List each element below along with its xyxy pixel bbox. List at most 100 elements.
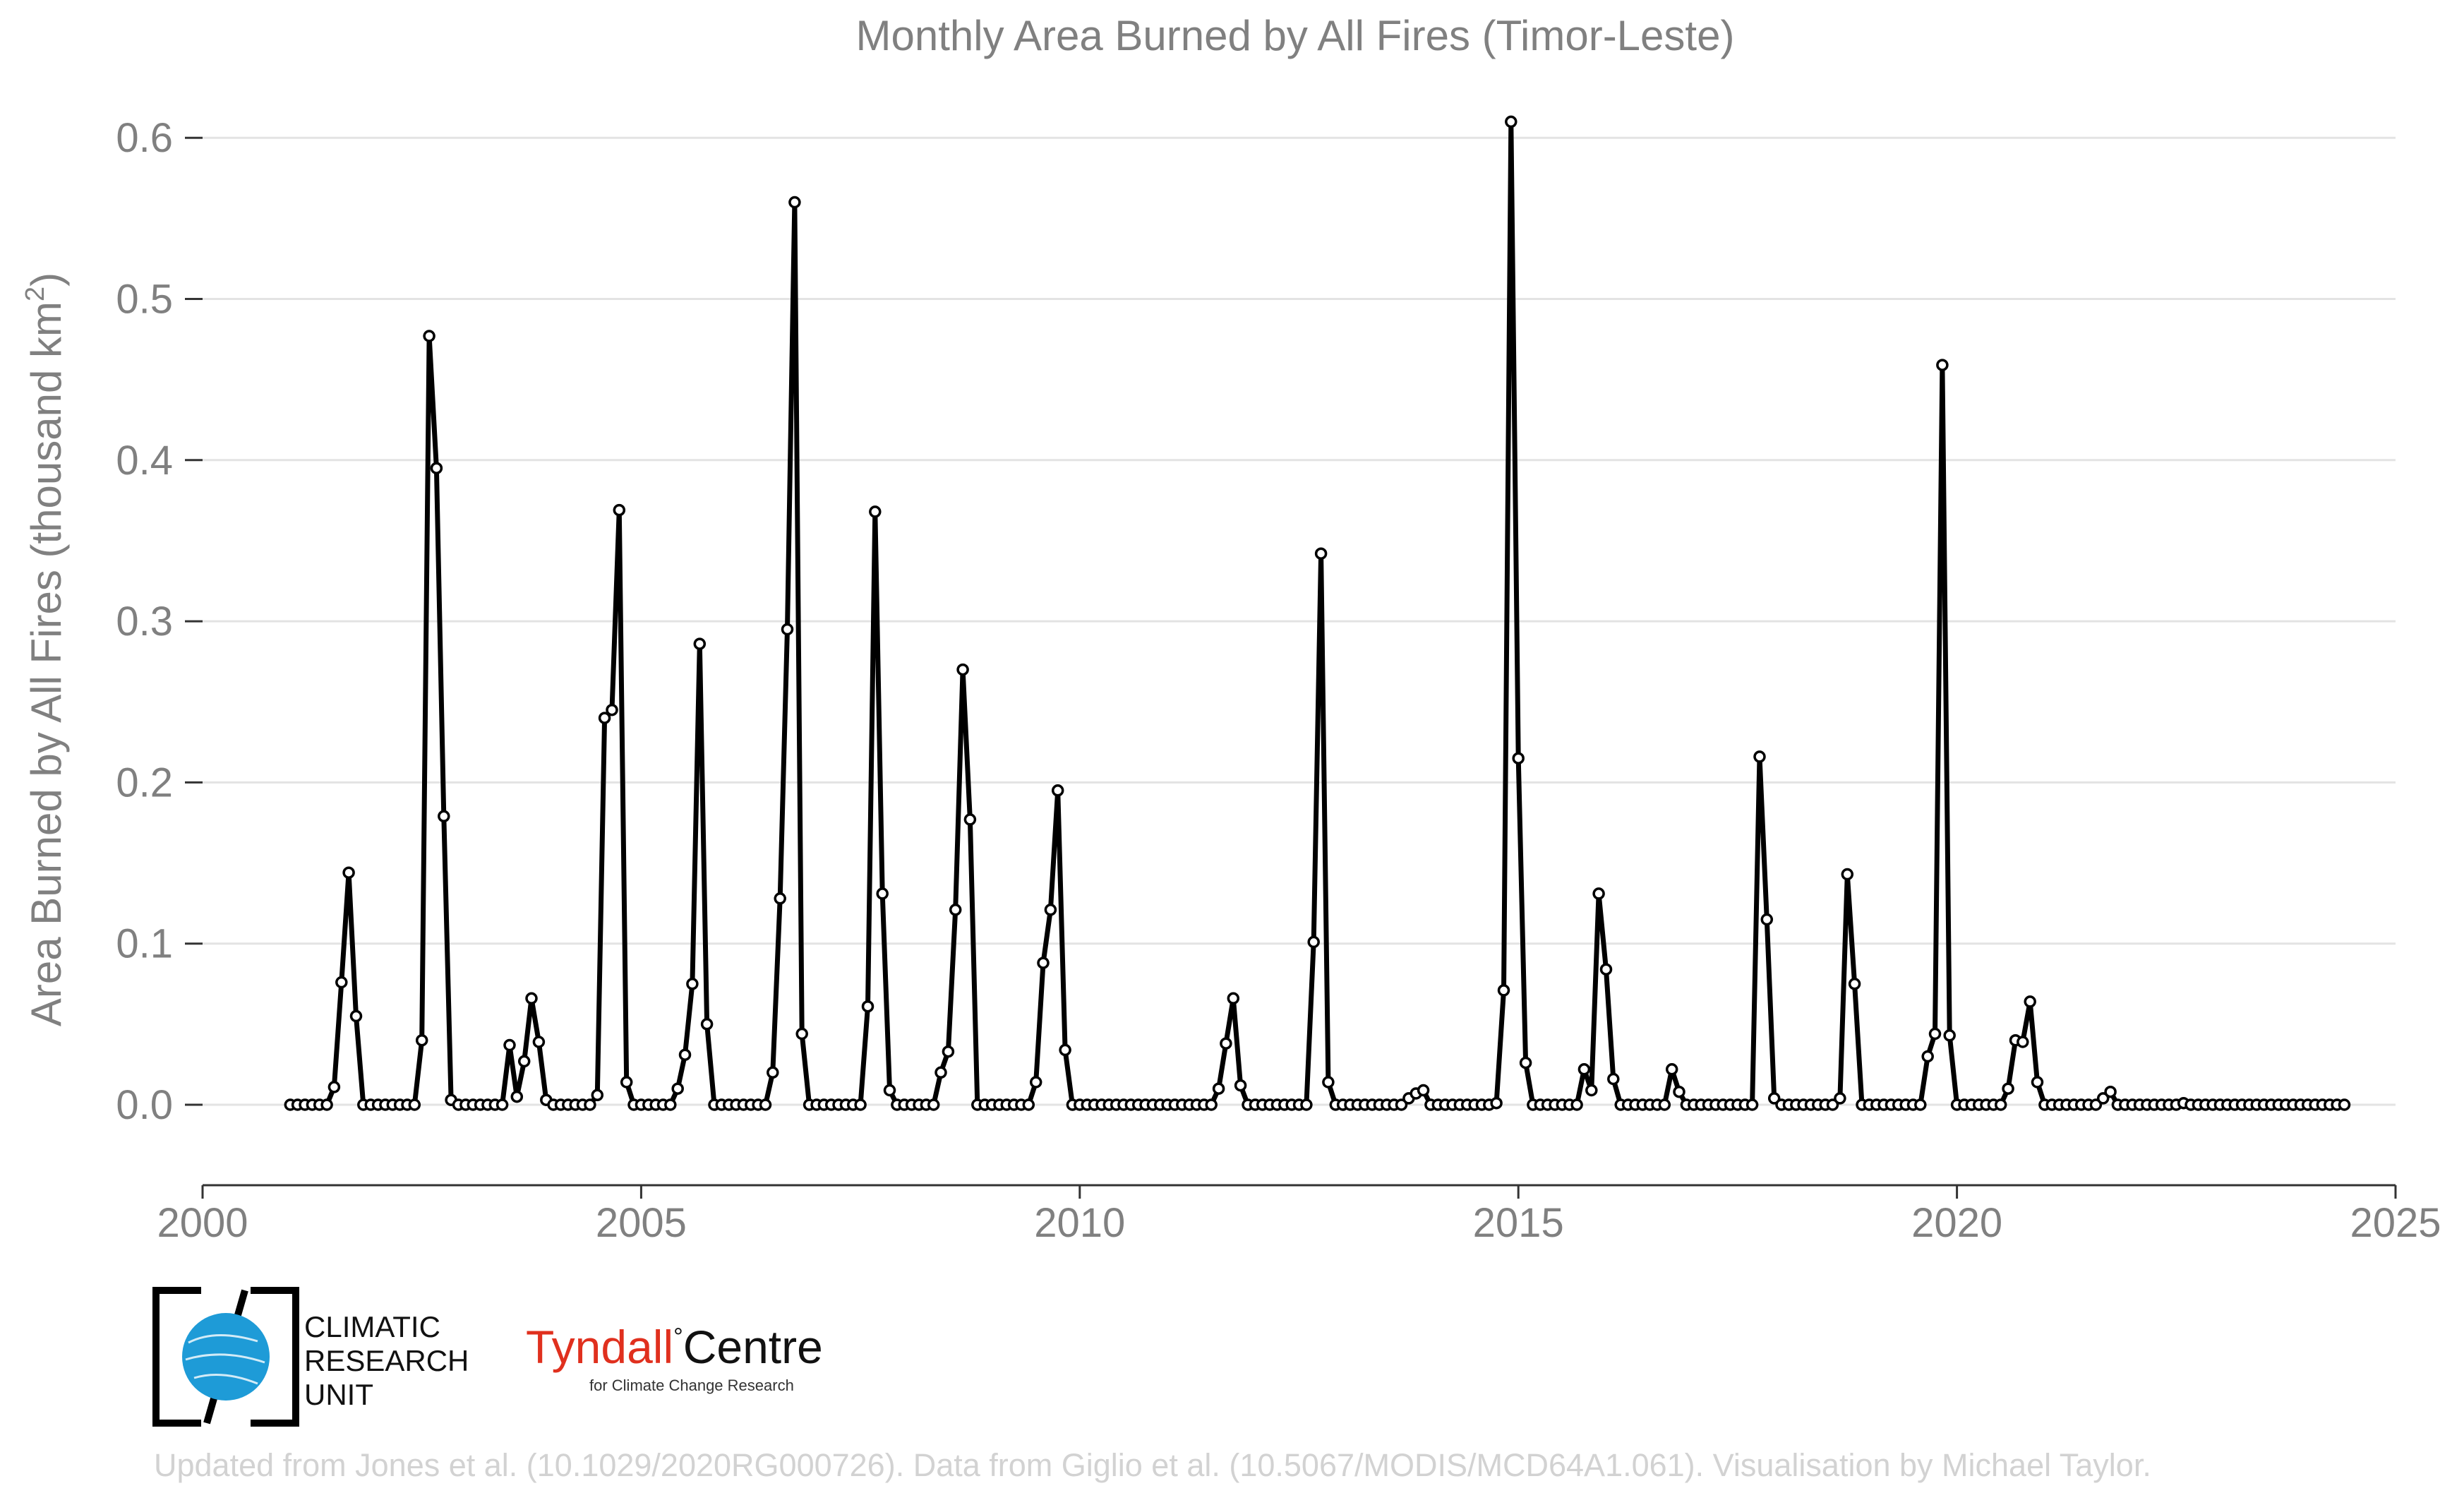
y-tick-label: 0.0: [116, 1082, 173, 1128]
data-point: [854, 1098, 867, 1111]
data-point: [2024, 995, 2036, 1008]
data-point: [1220, 1037, 1232, 1050]
data-point: [1029, 1076, 1042, 1089]
x-tick-label: 2025: [2350, 1200, 2441, 1246]
data-point: [1841, 868, 1854, 881]
data-point: [349, 1009, 363, 1023]
y-tick-label: 0.2: [116, 760, 173, 805]
tyndall-subtitle: for Climate Change Research: [589, 1377, 794, 1394]
data-point: [1205, 1098, 1218, 1111]
y-tick-label: 0.6: [116, 115, 173, 161]
data-point: [963, 813, 977, 826]
data-point: [1745, 1098, 1759, 1111]
data-point: [1300, 1098, 1313, 1111]
data-point: [1037, 957, 1050, 969]
data-point: [1497, 984, 1510, 997]
data-point: [693, 637, 707, 650]
data-point: [1943, 1029, 1956, 1042]
data-point: [1059, 1043, 1071, 1057]
data-point: [2017, 1036, 2029, 1048]
data-point: [2002, 1082, 2014, 1095]
y-tick-label: 0.5: [116, 277, 173, 323]
data-point: [1767, 1092, 1781, 1105]
data-point: [1848, 978, 1861, 990]
data-point: [788, 196, 801, 209]
data-point: [1599, 963, 1613, 976]
data-point: [1928, 1027, 1942, 1041]
data-point: [883, 1084, 896, 1097]
series-line: [290, 119, 2345, 1108]
cru-line-2: RESEARCH: [304, 1344, 469, 1377]
data-point: [591, 1089, 604, 1102]
data-point: [1665, 1063, 1678, 1076]
data-point: [1212, 1082, 1225, 1095]
data-point: [532, 1036, 546, 1048]
data-point: [2104, 1085, 2117, 1098]
data-point: [1658, 1098, 1671, 1111]
data-point: [1022, 1098, 1035, 1111]
data-point: [495, 1098, 509, 1111]
data-point: [956, 663, 969, 676]
data-point: [678, 1048, 692, 1061]
data-point: [781, 623, 794, 636]
data-point: [342, 866, 355, 879]
data-point: [1314, 547, 1328, 560]
tyndall-degree-mark: °: [673, 1324, 683, 1350]
footer-credit: Updated from Jones et al. (10.1029/2020R…: [154, 1447, 2151, 1483]
data-point: [1994, 1098, 2007, 1111]
x-axis-ticks: 2000 2005 2010 2015 2020 2025: [157, 1185, 2441, 1246]
data-point: [1051, 784, 1064, 797]
data-point: [700, 1018, 714, 1031]
data-point: [1760, 913, 1774, 926]
data-point: [1570, 1098, 1583, 1111]
x-tick-label: 2000: [157, 1200, 248, 1246]
x-tick-label: 2010: [1034, 1200, 1125, 1246]
data-point: [1753, 750, 1766, 763]
data-point: [759, 1098, 772, 1111]
data-point: [1921, 1050, 1934, 1063]
data-point: [517, 1055, 531, 1068]
data-point: [869, 505, 882, 518]
data-point: [1044, 904, 1057, 916]
cru-name: CLIMATIC RESEARCH UNIT: [304, 1310, 469, 1412]
x-tick-label: 2020: [1911, 1200, 2002, 1246]
data-point: [942, 1045, 955, 1058]
data-point: [1577, 1063, 1591, 1076]
data-point: [2089, 1098, 2103, 1111]
data-point: [335, 976, 348, 989]
y-tick-label: 0.1: [116, 921, 173, 967]
data-point: [613, 503, 626, 517]
logos: CLIMATIC RESEARCH UNIT Tyndall°Centre fo…: [152, 1286, 858, 1427]
data-point: [2338, 1098, 2351, 1111]
x-tick-label: 2015: [1473, 1200, 1564, 1246]
data-point: [876, 887, 889, 900]
data-point: [2096, 1092, 2110, 1105]
data-point: [1585, 1084, 1598, 1097]
data-point: [327, 1081, 341, 1093]
data-point: [423, 330, 435, 342]
gridlines: [203, 136, 2396, 1106]
data-point: [671, 1082, 684, 1095]
data-point: [1505, 115, 1518, 128]
data-point: [503, 1038, 516, 1052]
data-point: [415, 1033, 428, 1047]
data-point: [1936, 359, 1949, 371]
cru-logo-icon: [152, 1287, 299, 1427]
data-point: [606, 703, 618, 716]
chart-title: Monthly Area Burned by All Fires (Timor-…: [856, 12, 1735, 59]
data-point: [1914, 1098, 1927, 1111]
data-point: [934, 1066, 947, 1079]
data-point: [774, 892, 786, 905]
data-point: [620, 1076, 633, 1089]
data-point: [1673, 1085, 1685, 1098]
data-point: [598, 712, 611, 724]
tyndall-logo: Tyndall°Centre for Climate Change Resear…: [526, 1320, 823, 1394]
tyndall-name: Tyndall: [526, 1321, 674, 1373]
data-point: [1417, 1084, 1430, 1097]
data-point: [1490, 1096, 1503, 1110]
data-point: [1395, 1098, 1408, 1111]
data-point: [664, 1098, 677, 1111]
data-point: [1592, 887, 1605, 900]
data-point: [1519, 1056, 1532, 1069]
